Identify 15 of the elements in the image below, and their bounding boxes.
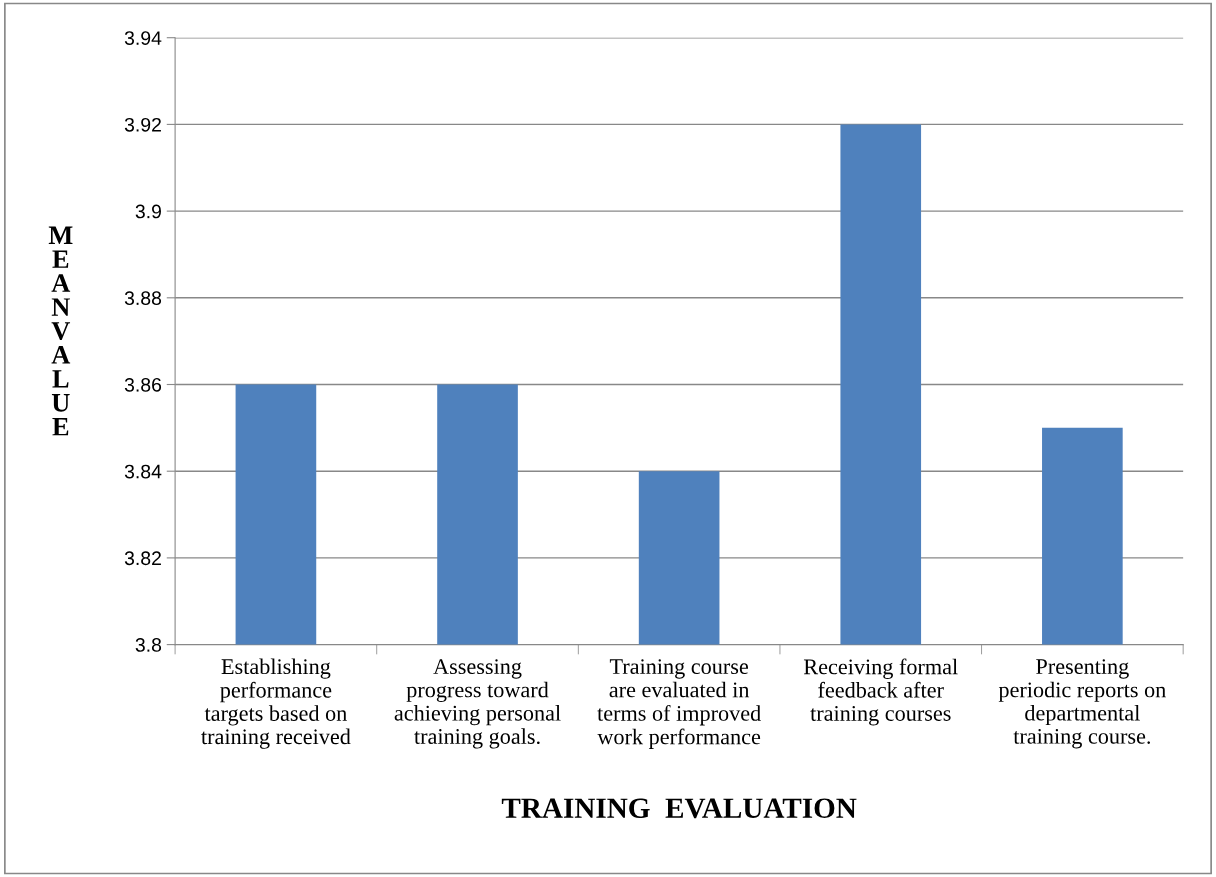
x-tick-label: Assessing progress toward achieving personal training goals. <box>394 659 561 749</box>
y-tick-label: 3.92 <box>124 117 161 132</box>
x-tick-label: Training course are evaluated in terms of improved work performance <box>597 659 761 749</box>
x-tick-label: Presenting periodic reports on departmental training course. <box>998 659 1166 749</box>
y-tick-label: 3.84 <box>124 464 162 479</box>
x-tick-label: Establishing performance targets based on training received <box>201 658 351 749</box>
y-tick-label: 3.86 <box>124 377 162 392</box>
y-tick-label: 3.9 <box>135 204 161 219</box>
x-tick-label: Receiving formal feedback after training courses <box>803 658 958 726</box>
y-tick-label: 3.8 <box>135 638 162 652</box>
y-tick-label: 3.82 <box>124 551 161 566</box>
y-tick-label: 3.94 <box>124 31 162 45</box>
x-axis-title: TRAINING EVALUATION <box>501 798 857 819</box>
text: MEAN VALUE <box>48 226 73 436</box>
y-tick-label: 3.88 <box>124 291 162 306</box>
